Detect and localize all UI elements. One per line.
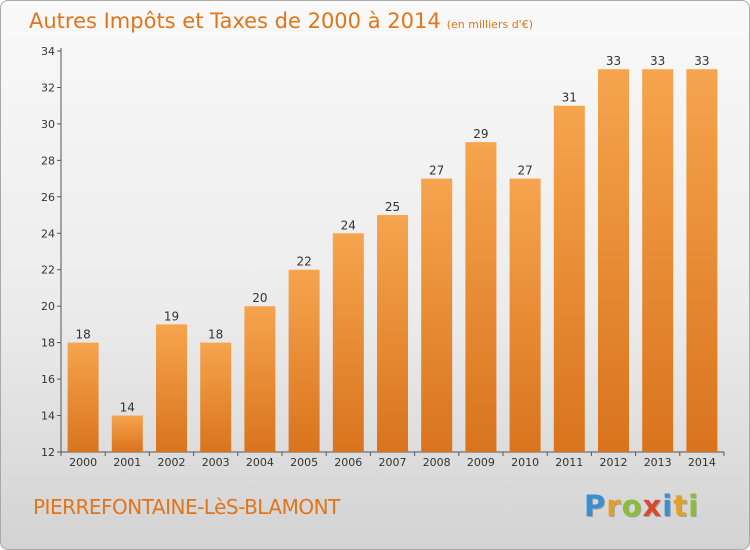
bar xyxy=(67,342,99,452)
data-label: 27 xyxy=(429,164,444,178)
y-tick-label: 12 xyxy=(41,446,55,459)
bar xyxy=(332,233,364,452)
data-label: 29 xyxy=(473,127,488,141)
data-label: 18 xyxy=(208,328,223,342)
proxiti-logo: Proxiti xyxy=(584,489,699,523)
data-label: 24 xyxy=(341,218,356,232)
x-tick-label: 2007 xyxy=(379,456,407,469)
x-tick-label: 2011 xyxy=(555,456,583,469)
bar xyxy=(421,178,453,452)
x-tick-label: 2008 xyxy=(423,456,451,469)
y-tick-label: 24 xyxy=(41,227,55,240)
x-tick-label: 2001 xyxy=(113,456,141,469)
bar xyxy=(111,415,143,452)
x-tick-label: 2013 xyxy=(644,456,672,469)
y-tick-label: 22 xyxy=(41,264,55,277)
y-tick-label: 26 xyxy=(41,191,55,204)
data-label: 31 xyxy=(562,91,577,105)
x-tick-label: 2012 xyxy=(600,456,628,469)
x-tick-label: 2004 xyxy=(246,456,274,469)
logo-letter: x xyxy=(642,489,663,523)
bar xyxy=(377,215,408,452)
y-tick-label: 34 xyxy=(41,45,55,58)
x-tick-label: 2002 xyxy=(158,456,186,469)
x-tick-label: 2005 xyxy=(290,456,318,469)
data-label: 22 xyxy=(296,255,311,269)
x-tick-label: 2014 xyxy=(688,456,716,469)
bar xyxy=(642,69,674,453)
x-tick-label: 2010 xyxy=(511,456,539,469)
bar xyxy=(553,105,585,452)
data-label: 19 xyxy=(164,309,179,323)
logo-letter: t xyxy=(673,489,689,523)
data-label: 27 xyxy=(517,164,532,178)
logo-letter: o xyxy=(621,489,643,523)
logo-letter: i xyxy=(688,489,700,523)
bar xyxy=(156,324,187,452)
y-tick-label: 30 xyxy=(41,118,55,131)
y-tick-label: 28 xyxy=(41,154,55,167)
bar xyxy=(465,142,497,453)
chart-title-text: Autres Impôts et Taxes de 2000 à 2014 xyxy=(29,9,441,33)
y-tick-label: 20 xyxy=(41,300,55,313)
bar xyxy=(686,69,718,453)
data-label: 33 xyxy=(650,54,665,68)
chart-title: Autres Impôts et Taxes de 2000 à 2014 (en… xyxy=(29,9,533,33)
y-tick-label: 18 xyxy=(41,337,55,350)
bar xyxy=(509,178,541,452)
logo-letter: r xyxy=(606,489,622,523)
bar xyxy=(200,342,232,452)
chart-subtitle: (en milliers d'€) xyxy=(446,18,533,31)
data-label: 20 xyxy=(252,291,267,305)
x-tick-label: 2009 xyxy=(467,456,495,469)
x-tick-label: 2003 xyxy=(202,456,230,469)
data-label: 33 xyxy=(694,54,709,68)
bar xyxy=(598,69,629,453)
data-label: 25 xyxy=(385,200,400,214)
x-tick-label: 2006 xyxy=(334,456,362,469)
logo-letter: i xyxy=(662,489,674,523)
data-label: 14 xyxy=(120,401,135,415)
y-tick-label: 32 xyxy=(41,81,55,94)
town-name: PIERREFONTAINE-LèS-BLAMONT xyxy=(33,495,340,519)
data-label: 33 xyxy=(606,54,621,68)
y-tick-label: 14 xyxy=(41,410,55,423)
bar xyxy=(244,306,276,452)
logo-letter: P xyxy=(584,489,607,523)
bar xyxy=(288,269,320,452)
x-tick-label: 2000 xyxy=(69,456,97,469)
y-tick-label: 16 xyxy=(41,373,55,386)
data-label: 18 xyxy=(75,328,90,342)
